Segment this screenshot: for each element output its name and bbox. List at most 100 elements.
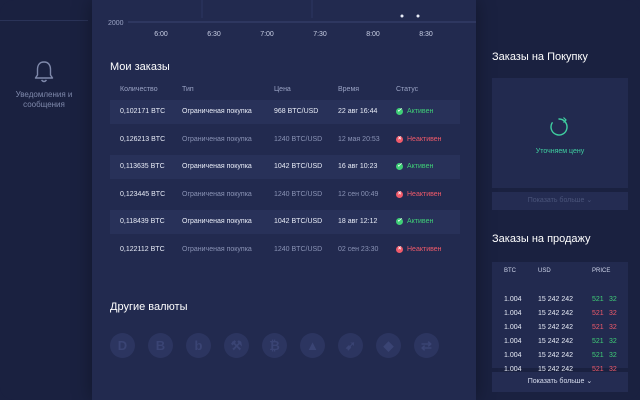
wrench-coin-icon[interactable]: ⚒ xyxy=(224,333,249,358)
order-qty: 0,123445 BTC xyxy=(120,190,166,198)
sidebar: Уведомления и сообщения xyxy=(0,0,88,400)
sell-show-more-button[interactable]: Показать больше ⌄ xyxy=(492,372,628,392)
main-panel: 2000 6:00 6:30 7:00 7:30 8:00 8:30 Мои заказы… xyxy=(92,0,476,400)
sell-price-main: 521 xyxy=(592,296,604,303)
order-time: 12 сен 00:49 xyxy=(338,190,379,198)
order-type: Ограниченая покупка xyxy=(182,135,252,143)
sell-usd: 15 242 242 xyxy=(538,310,574,317)
table-row[interactable]: 0,118439 BTC Ограниченая покупка 1042 BTC/… xyxy=(110,210,460,234)
order-price: 1042 BTC/USD xyxy=(274,163,323,170)
close-icon: × xyxy=(396,245,403,253)
col-price: Цена xyxy=(274,86,291,93)
order-qty: 0,126213 BTC xyxy=(120,135,166,143)
buy-show-more-button[interactable]: Показать больше ⌄ xyxy=(492,192,628,210)
sidebar-item-notifications[interactable]: Уведомления и сообщения xyxy=(0,60,88,110)
chart-x-tick: 8:00 xyxy=(366,31,380,38)
table-row[interactable]: 0,123445 BTC Ограниченая покупка 1240 BTC/… xyxy=(110,183,460,207)
chart-x-tick: 7:30 xyxy=(313,31,327,38)
sell-btc: 1.004 xyxy=(504,352,522,359)
bitcoin-icon[interactable]: ₿ xyxy=(262,333,287,358)
table-row[interactable]: 0,122112 BTC Ограниченая покупка 1240 BTC/… xyxy=(110,238,460,262)
chart-x-tick: 8:30 xyxy=(419,31,433,38)
order-time: 02 сен 23:30 xyxy=(338,245,379,253)
order-time: 18 авг 12:12 xyxy=(338,218,378,225)
order-price: 1240 BTC/USD xyxy=(274,190,323,198)
sell-col-usd: USD xyxy=(538,268,551,274)
order-type: Ограниченая покупка xyxy=(182,108,252,115)
order-status: Активен xyxy=(407,108,434,115)
chevron-down-icon: ⌄ xyxy=(586,197,593,204)
sell-price-main: 521 xyxy=(592,338,604,345)
sell-price-main: 521 xyxy=(592,352,604,359)
sell-btc: 1.004 xyxy=(504,324,522,331)
crystal-coin-icon[interactable]: ◆ xyxy=(376,333,401,358)
sell-usd: 15 242 242 xyxy=(538,338,574,345)
sidebar-item-label: Уведомления и сообщения xyxy=(15,90,73,109)
table-row[interactable]: 0,126213 BTC Ограниченая покупка 1240 BTC/… xyxy=(110,128,460,152)
sell-price-main: 521 xyxy=(592,324,604,331)
sell-btc: 1.004 xyxy=(504,310,522,317)
sell-btc: 1.004 xyxy=(504,366,522,373)
check-icon: ✓ xyxy=(396,163,403,170)
sell-usd: 15 242 242 xyxy=(538,296,574,303)
sell-orders-panel: BTC USD PRICE 1.004 15 242 242 521 32 1.004 1… xyxy=(492,262,628,373)
order-price: 968 BTC/USD xyxy=(274,108,319,115)
sell-show-more-label: Показать больше xyxy=(527,378,585,385)
sell-price-main: 521 xyxy=(592,366,604,373)
sell-usd: 15 242 242 xyxy=(538,352,574,359)
bitcoin-b-icon[interactable]: B xyxy=(148,333,173,358)
orders-table-header: Количество Тип Цена Время Статус xyxy=(110,86,460,96)
buy-orders-panel: Уточняем цену xyxy=(492,78,628,188)
chart-x-tick: 7:00 xyxy=(260,31,274,38)
order-type: Ограниченая покупка xyxy=(182,218,252,225)
sell-price-minor: 32 xyxy=(609,296,617,303)
table-row[interactable]: 0,102171 BTC Ограниченая покупка 968 BTC/U… xyxy=(110,100,460,124)
order-type: Ограниченая покупка xyxy=(182,163,252,170)
swap-coin-icon[interactable]: ⇄ xyxy=(414,333,439,358)
order-qty: 0,118439 BTC xyxy=(120,218,165,225)
sell-price-minor: 32 xyxy=(609,338,617,345)
sell-usd: 15 242 242 xyxy=(538,324,574,331)
chevron-down-icon: ⌄ xyxy=(586,378,593,385)
sell-price-minor: 32 xyxy=(609,366,617,373)
sell-orders-title: Заказы на продажу xyxy=(492,233,591,245)
sell-col-price: PRICE xyxy=(592,268,611,274)
buy-orders-title: Заказы на Покупку xyxy=(492,51,588,63)
table-row[interactable]: 0,113635 BTC Ограниченая покупка 1042 BTC/… xyxy=(110,155,460,179)
order-type: Ограниченая покупка xyxy=(182,245,252,253)
loading-text: Уточняем цену xyxy=(535,148,585,155)
order-type: Ограниченая покупка xyxy=(182,190,252,198)
sell-price-minor: 32 xyxy=(609,310,617,317)
bitcoin-gold-icon[interactable]: b xyxy=(186,333,211,358)
close-icon: × xyxy=(396,190,403,198)
order-price: 1240 BTC/USD xyxy=(274,135,323,143)
sell-price-minor: 32 xyxy=(609,324,617,331)
order-price: 1240 BTC/USD xyxy=(274,245,323,253)
order-price: 1042 BTC/USD xyxy=(274,218,323,225)
chart-y-tick: 2000 xyxy=(108,20,124,27)
order-status: Неактивен xyxy=(407,190,442,198)
buy-show-more-label: Показать больше xyxy=(527,197,585,204)
order-status: Активен xyxy=(407,218,434,225)
dash-icon[interactable]: D xyxy=(110,333,135,358)
arrow-coin-icon[interactable]: ▲ xyxy=(300,333,325,358)
currencies-title: Другие валюты xyxy=(110,301,188,313)
order-qty: 0,122112 BTC xyxy=(120,245,165,253)
right-column: Заказы на Покупку Уточняем цену Показать… xyxy=(480,0,640,400)
order-time: 12 мая 20:53 xyxy=(338,135,380,143)
sell-btc: 1.004 xyxy=(504,338,522,345)
order-status: Неактивен xyxy=(407,245,442,253)
sell-usd: 15 242 242 xyxy=(538,366,574,373)
sell-price-minor: 32 xyxy=(609,352,617,359)
price-chart: 2000 6:00 6:30 7:00 7:30 8:00 8:30 xyxy=(108,0,476,38)
order-qty: 0,113635 BTC xyxy=(120,163,165,170)
hare-coin-icon[interactable]: ➹ xyxy=(338,333,363,358)
loading-spinner-icon xyxy=(550,117,568,136)
sell-col-btc: BTC xyxy=(504,268,516,274)
col-qty: Количество xyxy=(120,86,158,93)
sell-btc: 1.004 xyxy=(504,296,522,303)
sell-price-main: 521 xyxy=(592,310,604,317)
bell-icon xyxy=(34,61,54,83)
order-time: 22 авг 16:44 xyxy=(338,108,378,115)
